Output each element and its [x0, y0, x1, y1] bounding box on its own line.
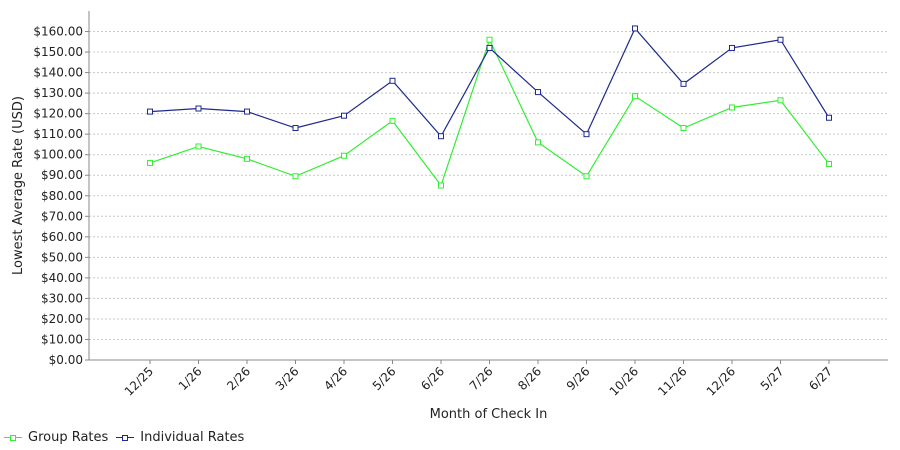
- x-tick-label: 12/25: [122, 364, 156, 398]
- x-tick-label: 9/26: [564, 364, 593, 393]
- x-tick-label: 5/26: [370, 364, 399, 393]
- data-point[interactable]: [632, 25, 638, 32]
- x-tick-label: 3/26: [273, 364, 302, 393]
- data-point[interactable]: [583, 173, 590, 180]
- data-point[interactable]: [389, 117, 396, 124]
- x-tick-label: 6/26: [418, 364, 447, 393]
- y-axis-title: Lowest Average Rate (USD): [11, 96, 26, 275]
- x-tick-label: 12/26: [704, 364, 738, 398]
- data-point[interactable]: [195, 143, 202, 150]
- data-point[interactable]: [826, 160, 832, 167]
- x-tick-label: 4/26: [321, 364, 350, 393]
- data-point[interactable]: [729, 104, 735, 111]
- y-tick-label: $50.00: [41, 250, 83, 264]
- y-tick-label: $160.00: [33, 25, 83, 39]
- legend: Group Rates Individual Rates: [4, 430, 252, 445]
- y-tick-label: $120.00: [33, 107, 83, 121]
- data-point[interactable]: [438, 182, 444, 189]
- y-tick-label: $20.00: [41, 312, 83, 326]
- series-line-1: [149, 27, 830, 138]
- y-tick-label: $80.00: [41, 189, 83, 203]
- series-lines: [147, 25, 832, 189]
- data-point[interactable]: [438, 133, 444, 140]
- data-point[interactable]: [826, 114, 832, 121]
- x-tick-label: 11/26: [655, 364, 689, 398]
- y-tick-label: $150.00: [33, 45, 83, 59]
- data-point[interactable]: [680, 125, 687, 132]
- data-point[interactable]: [486, 36, 493, 43]
- x-tick-labels: 12/25 1/26 2/26 3/26 4/26 5/26 6/26 7/26 8/26 9/2…: [122, 360, 835, 399]
- data-point[interactable]: [535, 139, 541, 146]
- y-tick-label: $110.00: [33, 127, 83, 141]
- y-tick-labels: $0.00 $10.00 $20.00 $30.00 $40.00 $50.00 $60.0…: [33, 25, 89, 367]
- data-point[interactable]: [244, 108, 250, 115]
- x-tick-label: 8/26: [515, 364, 544, 393]
- data-point[interactable]: [486, 44, 493, 51]
- legend-item-individual-rates[interactable]: Individual Rates: [116, 430, 244, 445]
- x-tick-label: 10/26: [607, 364, 641, 398]
- data-point[interactable]: [535, 89, 541, 96]
- y-tick-label: $0.00: [49, 353, 83, 367]
- data-point[interactable]: [777, 36, 784, 43]
- data-point[interactable]: [389, 77, 396, 84]
- data-point[interactable]: [195, 105, 202, 112]
- axes: [88, 11, 888, 361]
- y-tick-label: $70.00: [41, 209, 83, 223]
- data-point[interactable]: [583, 131, 590, 138]
- y-tick-label: $140.00: [33, 66, 83, 80]
- data-point[interactable]: [147, 159, 153, 166]
- gridlines: [89, 31, 888, 340]
- x-axis-title: Month of Check In: [430, 407, 548, 422]
- x-tick-label: 6/27: [806, 364, 835, 393]
- x-tick-label: 1/26: [176, 364, 205, 393]
- x-tick-label: 2/26: [224, 364, 253, 393]
- data-point[interactable]: [729, 44, 735, 51]
- y-tick-label: $10.00: [41, 332, 83, 346]
- legend-swatch-individual-rates: [116, 433, 135, 443]
- data-point[interactable]: [632, 93, 638, 100]
- legend-label-individual-rates: Individual Rates: [140, 430, 245, 445]
- data-point[interactable]: [777, 97, 784, 104]
- data-point[interactable]: [147, 108, 153, 115]
- legend-item-group-rates[interactable]: Group Rates: [4, 430, 108, 445]
- legend-swatch-group-rates: [4, 433, 22, 443]
- y-tick-label: $130.00: [33, 86, 83, 100]
- y-tick-label: $30.00: [41, 291, 83, 305]
- legend-label-group-rates: Group Rates: [28, 430, 109, 445]
- y-tick-label: $40.00: [41, 271, 83, 285]
- data-point[interactable]: [292, 125, 299, 132]
- x-tick-label: 5/27: [758, 364, 787, 393]
- data-point[interactable]: [244, 155, 250, 162]
- data-point[interactable]: [341, 112, 347, 119]
- x-tick-label: 7/26: [467, 364, 496, 393]
- data-point[interactable]: [680, 80, 687, 87]
- y-tick-label: $60.00: [41, 230, 83, 244]
- data-point[interactable]: [341, 152, 347, 159]
- y-tick-label: $90.00: [41, 168, 83, 182]
- y-tick-label: $100.00: [33, 148, 83, 162]
- data-point[interactable]: [292, 173, 299, 180]
